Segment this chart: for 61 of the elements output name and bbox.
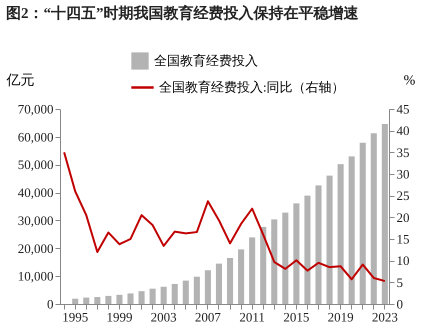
bar: [348, 156, 355, 304]
y-tick-label: 20,000: [18, 240, 54, 256]
legend-label: 全国教育经费投入:同比（右轴）: [159, 80, 345, 94]
x-tick-label: 1995: [62, 310, 88, 324]
y2-tick-label: 25: [396, 188, 410, 204]
bar: [315, 185, 322, 304]
bar: [249, 237, 256, 304]
y-tick-label: 10,000: [18, 268, 54, 284]
bar: [216, 264, 222, 304]
bar: [83, 298, 90, 304]
bar: [160, 286, 167, 304]
bar: [304, 196, 310, 304]
bar: [326, 176, 333, 304]
y2-tick-label: 5: [396, 274, 403, 290]
bar: [271, 219, 278, 304]
y2-tick-label: 15: [396, 232, 410, 246]
y-axis-title: 亿元: [6, 72, 34, 88]
bar: [182, 280, 189, 304]
bar: [382, 124, 388, 304]
y-tick-label: 60,000: [18, 129, 54, 144]
y-tick-label: 0: [47, 296, 54, 312]
bar: [127, 293, 134, 304]
y-tick-label: 30,000: [18, 212, 54, 228]
y2-tick-label: 10: [396, 253, 410, 268]
x-tick-label: 2011: [239, 310, 265, 324]
x-tick-label: 1999: [106, 310, 132, 324]
legend-label: 全国教育经费投入: [154, 53, 258, 68]
bar: [116, 294, 122, 304]
x-tick-label: 2023: [372, 310, 398, 324]
bar: [226, 258, 234, 304]
y-tick-label: 70,000: [18, 102, 54, 116]
bar: [260, 226, 266, 304]
x-tick-label: 2019: [328, 310, 354, 324]
bar: [172, 284, 178, 304]
y2-tick-label: 30: [396, 166, 410, 182]
bar: [204, 270, 211, 304]
y2-axis-title: %: [404, 74, 416, 88]
y2-tick-label: 45: [396, 102, 410, 116]
bar: [282, 212, 288, 304]
bar: [94, 297, 100, 304]
bar: [370, 133, 377, 304]
bar: [72, 298, 78, 304]
y2-tick-label: 0: [396, 296, 403, 312]
bar: [293, 203, 300, 304]
y2-tick-label: 20: [396, 210, 410, 225]
x-tick-label: 2007: [194, 310, 222, 324]
bar: [138, 291, 145, 304]
x-tick-label: 2003: [150, 310, 177, 324]
bar: [105, 296, 112, 304]
y2-tick-label: 35: [396, 144, 410, 160]
bar: [194, 276, 200, 304]
x-tick-label: 2015: [283, 310, 310, 324]
line-series: [63, 151, 386, 282]
chart-title: 图2：“十四五”时期我国教育经费投入保持在平稳增速: [6, 4, 360, 22]
y2-tick-label: 40: [396, 123, 410, 138]
bar: [150, 288, 156, 304]
bar: [338, 164, 344, 304]
bar: [238, 249, 244, 304]
bar: [360, 142, 366, 304]
y-tick-label: 40,000: [18, 185, 54, 200]
y-tick-label: 50,000: [18, 157, 54, 172]
